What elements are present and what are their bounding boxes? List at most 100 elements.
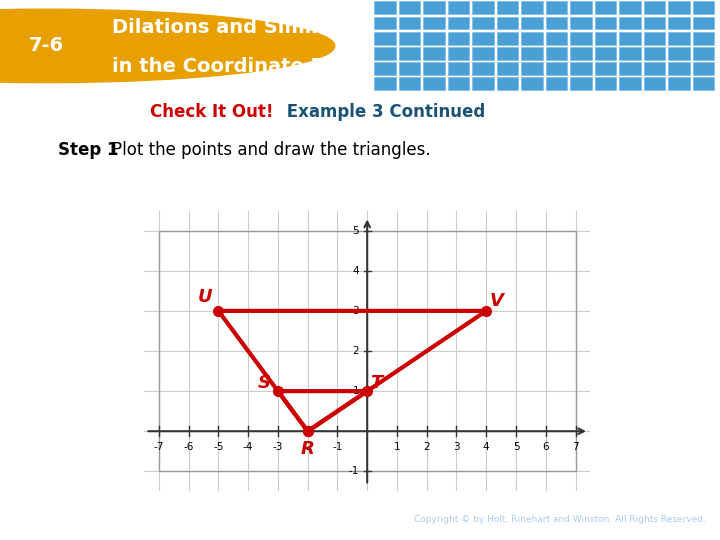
Bar: [546, 77, 567, 90]
Bar: [546, 17, 567, 29]
Bar: [497, 77, 518, 90]
Circle shape: [0, 9, 335, 83]
Text: -1: -1: [332, 442, 343, 452]
Bar: [619, 17, 641, 29]
Bar: [693, 77, 714, 90]
Text: -1: -1: [348, 467, 359, 476]
Bar: [619, 47, 641, 60]
Text: -7: -7: [153, 442, 164, 452]
Bar: [497, 32, 518, 44]
Bar: [497, 62, 518, 75]
Text: Example 3 Continued: Example 3 Continued: [281, 103, 485, 121]
Text: R: R: [301, 440, 315, 458]
Bar: [595, 47, 616, 60]
Text: S: S: [258, 374, 271, 392]
Bar: [595, 77, 616, 90]
Bar: [448, 32, 469, 44]
Bar: [399, 62, 420, 75]
Bar: [521, 17, 543, 29]
Bar: [399, 17, 420, 29]
Text: Check It Out!: Check It Out!: [150, 103, 274, 121]
Bar: [472, 17, 494, 29]
Bar: [619, 62, 641, 75]
Bar: [546, 32, 567, 44]
Text: U: U: [198, 288, 212, 306]
Bar: [399, 77, 420, 90]
Bar: [399, 2, 420, 14]
Bar: [693, 17, 714, 29]
Text: Step 1: Step 1: [58, 141, 124, 159]
Bar: [595, 62, 616, 75]
Bar: [521, 47, 543, 60]
Bar: [423, 2, 445, 14]
Bar: [423, 62, 445, 75]
Bar: [644, 62, 665, 75]
Bar: [521, 62, 543, 75]
Bar: [693, 2, 714, 14]
Bar: [521, 32, 543, 44]
Bar: [595, 2, 616, 14]
Bar: [619, 77, 641, 90]
Bar: [374, 32, 396, 44]
Bar: [521, 77, 543, 90]
Bar: [693, 62, 714, 75]
Bar: [521, 2, 543, 14]
Bar: [570, 47, 592, 60]
Text: -4: -4: [243, 442, 253, 452]
Bar: [644, 17, 665, 29]
Bar: [570, 62, 592, 75]
Text: -6: -6: [184, 442, 194, 452]
Bar: [472, 77, 494, 90]
Bar: [472, 32, 494, 44]
Text: 7-6: 7-6: [30, 36, 64, 56]
Bar: [423, 32, 445, 44]
Bar: [570, 77, 592, 90]
Text: 5: 5: [353, 226, 359, 235]
Bar: [497, 47, 518, 60]
Text: -2: -2: [302, 442, 313, 452]
Bar: [546, 62, 567, 75]
Text: -3: -3: [273, 442, 283, 452]
Text: in the Coordinate Plane: in the Coordinate Plane: [112, 57, 372, 76]
Text: 4: 4: [353, 266, 359, 276]
Bar: [423, 17, 445, 29]
Bar: [374, 2, 396, 14]
Bar: [619, 32, 641, 44]
Text: V: V: [490, 292, 503, 310]
Bar: [668, 32, 690, 44]
Bar: [668, 47, 690, 60]
Text: 1: 1: [394, 442, 400, 452]
Bar: [693, 47, 714, 60]
Bar: [399, 32, 420, 44]
Bar: [693, 32, 714, 44]
Text: 6: 6: [542, 442, 549, 452]
Bar: [668, 17, 690, 29]
Text: Plot the points and draw the triangles.: Plot the points and draw the triangles.: [112, 141, 431, 159]
Bar: [423, 77, 445, 90]
Bar: [546, 2, 567, 14]
Bar: [644, 77, 665, 90]
Bar: [448, 77, 469, 90]
Bar: [374, 77, 396, 90]
Bar: [472, 62, 494, 75]
Bar: [472, 2, 494, 14]
Bar: [374, 62, 396, 75]
Bar: [668, 62, 690, 75]
Bar: [644, 2, 665, 14]
Bar: [448, 2, 469, 14]
Text: 7: 7: [572, 442, 579, 452]
Bar: [472, 47, 494, 60]
Bar: [448, 62, 469, 75]
Bar: [374, 47, 396, 60]
Bar: [570, 32, 592, 44]
Bar: [595, 32, 616, 44]
Bar: [668, 77, 690, 90]
Bar: [570, 17, 592, 29]
Bar: [644, 47, 665, 60]
Bar: [619, 2, 641, 14]
Text: 1: 1: [353, 386, 359, 396]
Text: Copyright © by Holt, Rinehart and Winston. All Rights Reserved.: Copyright © by Holt, Rinehart and Winsto…: [413, 515, 706, 524]
Bar: [546, 47, 567, 60]
Text: 4: 4: [483, 442, 490, 452]
Text: Holt Geometry: Holt Geometry: [36, 513, 150, 526]
